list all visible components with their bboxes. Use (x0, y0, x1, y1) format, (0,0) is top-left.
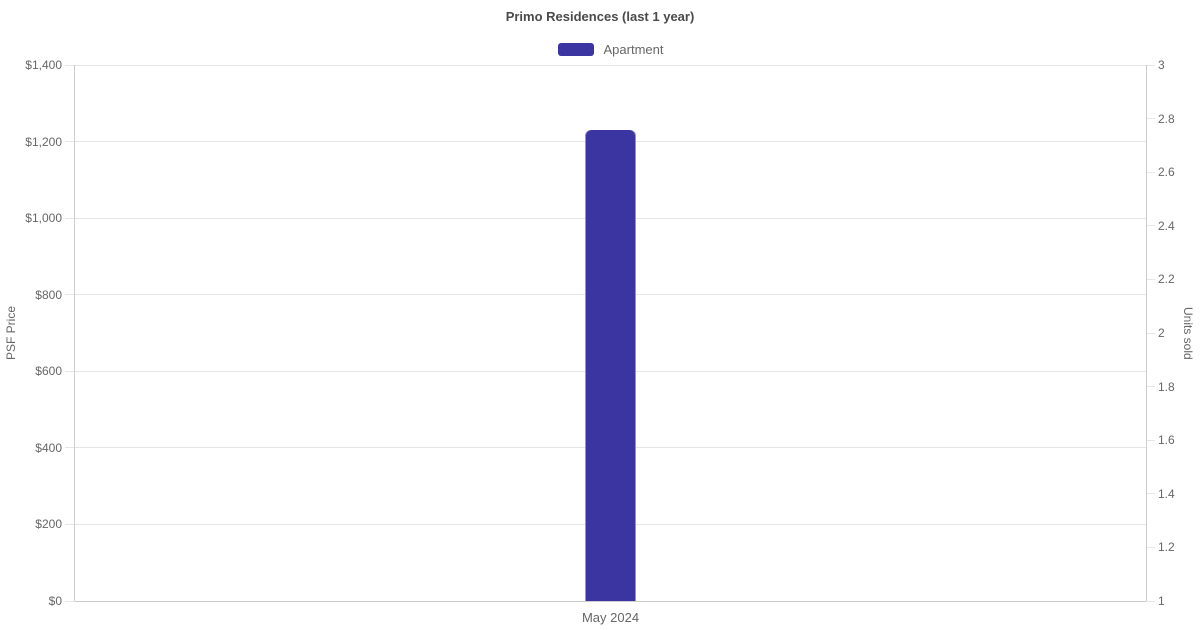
left-axis-tick-label: $1,200 (25, 134, 62, 149)
right-axis-tick-label: 1.6 (1158, 433, 1175, 448)
right-axis-tick (1146, 386, 1155, 388)
right-axis-tick (1146, 493, 1155, 495)
right-axis-tick (1146, 171, 1155, 173)
column-bar-apartment[interactable] (585, 130, 636, 601)
right-axis-tick-label: 1.8 (1158, 379, 1175, 394)
right-axis-tick-label: 3 (1158, 58, 1165, 72)
right-axis-tick (1146, 225, 1155, 227)
right-axis-title: Units sold (1181, 306, 1195, 360)
left-axis-tick-label: $400 (35, 440, 62, 455)
right-axis-tick-label: 2.6 (1158, 165, 1175, 180)
gridline (65, 64, 1146, 66)
legend-label-apartment: Apartment (603, 42, 664, 57)
right-axis-tick-label: 2.2 (1158, 272, 1175, 287)
chart-title: Primo Residences (last 1 year) (505, 9, 695, 24)
right-axis-tick-label: 1 (1158, 594, 1165, 608)
right-axis-tick-label: 2 (1158, 326, 1165, 340)
right-axis-tick (1146, 600, 1155, 602)
legend-swatch-apartment (557, 43, 594, 56)
y-axis-line-left (74, 65, 75, 601)
x-axis-line (75, 600, 1146, 602)
right-axis-tick (1146, 332, 1155, 334)
right-axis-tick-label: 1.4 (1158, 486, 1175, 501)
left-axis-tick-label: $600 (35, 364, 62, 379)
right-axis-tick (1146, 278, 1155, 280)
left-axis-tick-label: $0 (48, 594, 62, 608)
right-axis-tick (1146, 546, 1155, 548)
left-axis-tick-label: $1,400 (25, 58, 62, 72)
right-axis-tick-label: 2.4 (1158, 218, 1175, 233)
y-axis-line-right (1146, 65, 1147, 601)
right-axis-tick-label: 1.2 (1158, 540, 1175, 555)
right-axis-tick (1146, 439, 1155, 441)
x-axis-category-label: May 2024 (581, 610, 640, 625)
left-axis-tick-label: $800 (35, 287, 62, 302)
right-axis-tick (1146, 64, 1155, 66)
left-axis-tick-label: $1,000 (25, 211, 62, 226)
left-axis-tick-label: $200 (35, 517, 62, 532)
right-axis-tick-label: 2.8 (1158, 111, 1175, 126)
legend-item-apartment[interactable]: Apartment (75, 42, 1146, 57)
right-axis-tick (1146, 118, 1155, 120)
